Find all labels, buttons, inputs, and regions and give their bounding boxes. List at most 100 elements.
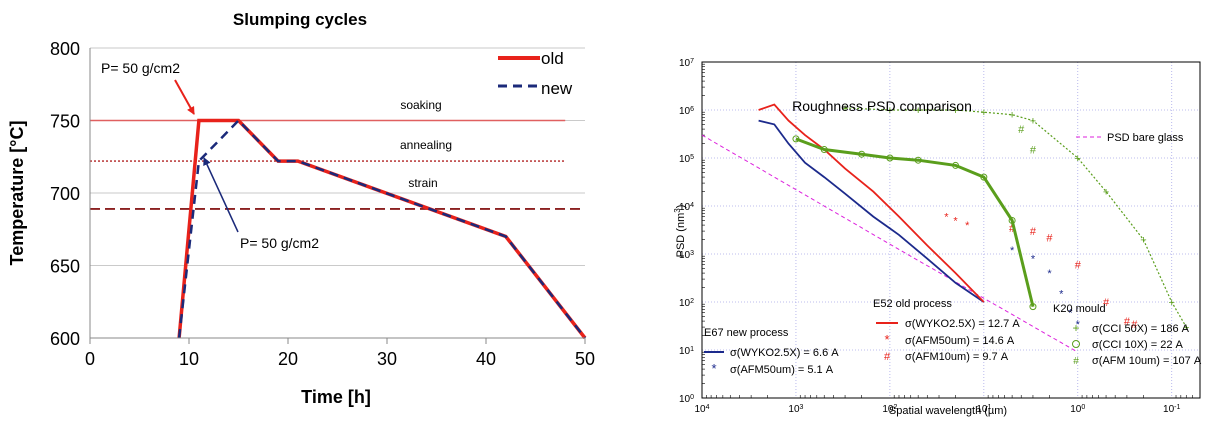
series-line-e52-wyko [758,103,985,303]
right-y-tick-exp: 6 [690,106,694,113]
series-point-e52-afm50: * [953,215,958,227]
series-point-e67-afm50: * [1031,254,1036,266]
series-point-e52-afm10: # [1030,226,1037,238]
right-y-axis-label-base: PSD (nm [675,213,687,258]
right-x-tick-label: 103 [788,404,803,416]
left-x-tick-label: 30 [377,349,397,369]
series-point-k20-afm10: # [1030,145,1037,157]
right-y-tick-label: 102 [679,298,694,310]
series-point-k20-cci50: + [1075,153,1081,165]
legend-label-e67-wyko: σ(WYKO2.5X) = 6.6 A [730,347,839,359]
series-point-e52-afm10: # [1075,260,1082,272]
right-y-tick-label: 105 [679,154,694,166]
series-point-e52-afm10: # [1103,297,1110,309]
right-y-tick-label: 100 [679,394,694,406]
left-x-tick-label: 10 [179,349,199,369]
right-y-tick-base: 10 [679,298,691,309]
right-y-tick-base: 10 [679,250,691,261]
legend-heading-e67: E67 new process [704,327,789,339]
series-point-k20-cci50: + [1103,187,1109,199]
series-point-e67-afm50: * [1076,319,1081,331]
legend-swatch-k20-cci10 [1072,340,1080,348]
left-y-tick-label: 750 [50,112,80,132]
right-y-tick-exp: 2 [690,298,694,305]
right-y-tick-label: 101 [679,346,694,358]
right-x-tick-exp: 3 [800,404,804,411]
slumping-cycles-chart: Slumping cycles 600 650 700 750 800 0 10 20 30 40… [7,10,595,407]
right-x-tick-label: 104 [694,404,709,416]
right-x-tick-base: 10 [1070,404,1082,415]
right-y-tick-exp: 4 [690,202,694,209]
legend-group-k20: K20 mould + σ(CCI 50X) = 186 A σ(CCI 10X… [1053,303,1202,367]
right-y-tick-base: 10 [679,58,691,69]
right-y-tick-exp: 3 [690,250,694,257]
series-line-new [177,118,586,339]
legend-label-psd-bare-glass: PSD bare glass [1107,132,1184,144]
right-x-tick-exp: 4 [706,404,710,411]
legend-group-e67: E67 new process σ(WYKO2.5X) = 6.6 A * σ(… [704,327,839,376]
legend-swatch-e52-afm50: * [884,332,889,347]
series-point-e52-afm10: # [1009,223,1016,235]
legend-swatch-k20-afm10: # [1073,356,1079,367]
right-x-tick-base: 10 [1163,404,1175,415]
right-y-tick-label: 104 [679,202,694,214]
left-y-tick-label: 650 [50,257,80,277]
series-point-k20-cci50: + [915,105,921,117]
series-point-k20-cci50: + [1009,110,1015,122]
left-x-axis-label: Time [h] [301,387,371,407]
legend-label-k20-cci10: σ(CCI 10X) = 22 A [1092,339,1184,351]
series-line-e67-wyko [758,119,985,303]
right-y-tick-label: 103 [679,250,694,262]
legend-swatch-e52-afm10: # [884,351,891,363]
left-x-tick-label: 0 [85,349,95,369]
legend-label-k20-afm10: σ(AFM 10um) = 107 A [1092,355,1202,367]
series-point-e67-afm50: * [1010,245,1015,257]
series-point-e52-afm50: * [965,220,970,232]
right-y-tick-base: 10 [679,154,691,165]
left-y-tick-label: 700 [50,184,80,204]
legend-label-new: new [541,79,573,98]
left-y-tick-label: 800 [50,39,80,59]
left-chart-title: Slumping cycles [233,10,367,29]
legend-heading-k20: K20 mould [1053,303,1106,315]
pressure-arrow-old [174,79,195,115]
series-point-k20-cci50: + [887,105,893,117]
series-line-old [177,118,587,340]
series-point-k20-cci50: + [1140,235,1146,247]
right-y-axis-label-sup: 3 [673,208,682,213]
annealing-label: annealing [400,138,452,152]
series-point-e52-afm10: # [1046,233,1053,245]
right-plot-frame [701,61,1201,399]
left-x-tick-label: 20 [278,349,298,369]
left-legend: old new [498,49,573,98]
legend-group-e52: E52 old process σ(WYKO2.5X) = 12.7 A * σ… [873,298,1020,363]
series-point-e52-afm50: * [944,212,949,224]
right-y-tick-base: 10 [679,106,691,117]
legend-label-old: old [541,49,564,68]
legend-label-e67-afm50: σ(AFM50um) = 5.1 A [730,364,834,376]
right-x-tick-exp: 0 [1081,404,1085,411]
series-point-e67-afm50: * [1068,308,1073,320]
legend-swatch-k20-cci50: + [1072,321,1079,335]
right-x-tick-base: 10 [788,404,800,415]
right-x-tick-exp: 1 [987,404,991,411]
left-x-tick-label: 40 [476,349,496,369]
series-point-k20-cci50: + [842,103,848,115]
right-x-tick-exp: 2 [893,404,897,411]
right-y-axis-label: PSD (nm3) [673,205,688,258]
right-x-tick-base: 10 [976,404,988,415]
right-y-tick-exp: 7 [690,58,694,65]
right-y-tick-label: 106 [679,106,694,118]
series-point-e52-afm10: # [1131,319,1138,331]
right-y-tick-base: 10 [679,202,691,213]
legend-heading-e52: E52 old process [873,298,952,310]
series-point-k20-cci50: + [1169,297,1175,309]
right-x-tick-base: 10 [694,404,706,415]
series-point-k20-afm10: # [1018,124,1025,136]
right-x-axis-label: Spatial wavelength (µm) [889,405,1007,417]
series-line-psd-bare-glass [701,134,1079,353]
left-x-tick-label: 50 [575,349,595,369]
series-point-k20-cci50: + [1183,322,1189,334]
series-line-k20-cci50 [845,107,1187,328]
right-y-axis-label-end: ) [675,205,687,209]
